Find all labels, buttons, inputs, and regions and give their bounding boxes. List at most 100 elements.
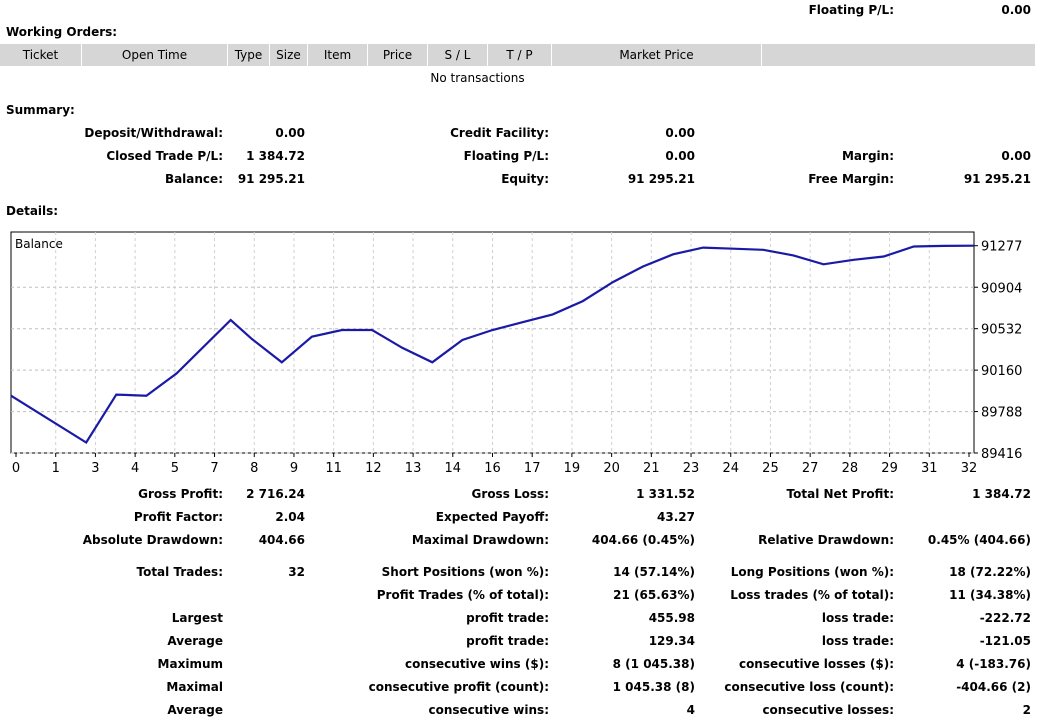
extreme-loss-value: -222.72 <box>979 611 1031 625</box>
equity-value: 91 295.21 <box>627 172 695 186</box>
col-item[interactable]: Item <box>308 44 368 66</box>
gross-loss-label: Gross Loss: <box>471 487 549 501</box>
summary-floating-label: Floating P/L: <box>463 149 549 163</box>
extreme-profit-label: consecutive wins: <box>428 703 549 717</box>
y-tick-label: 91277 <box>981 240 1022 255</box>
summary-floating-value: 0.00 <box>665 149 695 163</box>
total-trades-label: Total Trades: <box>136 565 223 579</box>
max-drawdown-label: Maximal Drawdown: <box>411 533 549 547</box>
margin-value: 0.00 <box>1001 149 1031 163</box>
top-floating-label: Floating P/L: <box>808 3 894 17</box>
col-tp[interactable]: T / P <box>488 44 552 66</box>
x-tick-label: 23 <box>683 461 700 476</box>
free-margin-value: 91 295.21 <box>963 172 1031 186</box>
extreme-profit-label: profit trade: <box>466 634 549 648</box>
total-net-label: Total Net Profit: <box>786 487 894 501</box>
working-orders-title: Working Orders: <box>6 25 118 39</box>
extreme-loss-label: loss trade: <box>821 611 894 625</box>
col-type[interactable]: Type <box>228 44 270 66</box>
extreme-loss-label: loss trade: <box>821 634 894 648</box>
summary-title: Summary: <box>6 103 75 117</box>
extreme-profit-value: 8 (1 045.38) <box>612 657 695 671</box>
x-tick-label: 5 <box>171 461 179 476</box>
long-positions-value: 18 (72.22%) <box>949 565 1031 579</box>
total-net-value: 1 384.72 <box>972 487 1031 501</box>
credit-value: 0.00 <box>665 126 695 140</box>
margin-label: Margin: <box>841 149 894 163</box>
extreme-profit-label: profit trade: <box>466 611 549 625</box>
top-floating-value: 0.00 <box>1001 3 1031 17</box>
extreme-profit-value: 455.98 <box>648 611 695 625</box>
expected-payoff-label: Expected Payoff: <box>435 510 549 524</box>
profit-trades-label: Profit Trades (% of total): <box>376 588 549 602</box>
credit-label: Credit Facility: <box>450 126 549 140</box>
extreme-loss-value: -404.66 (2) <box>956 680 1031 694</box>
col-sl[interactable]: S / L <box>428 44 488 66</box>
col-size[interactable]: Size <box>270 44 308 66</box>
extreme-row-label: Maximum <box>157 657 223 671</box>
x-tick-label: 32 <box>961 461 978 476</box>
max-drawdown-value: 404.66 (0.45%) <box>591 533 695 547</box>
extreme-profit-value: 1 045.38 (8) <box>612 680 695 694</box>
chart-title: Balance <box>15 237 63 251</box>
extreme-loss-label: consecutive losses ($): <box>738 657 894 671</box>
total-trades-value: 32 <box>288 565 305 579</box>
deposit-value: 0.00 <box>275 126 305 140</box>
extreme-loss-value: 4 (-183.76) <box>956 657 1031 671</box>
x-tick-label: 11 <box>325 461 342 476</box>
gross-profit-value: 2 716.24 <box>246 487 305 501</box>
loss-trades-label: Loss trades (% of total): <box>730 588 894 602</box>
long-positions-label: Long Positions (won %): <box>730 565 894 579</box>
x-tick-label: 4 <box>131 461 139 476</box>
x-tick-label: 14 <box>445 461 462 476</box>
extreme-loss-label: consecutive loss (count): <box>724 680 894 694</box>
y-tick-label: 90904 <box>981 281 1022 296</box>
x-tick-label: 7 <box>210 461 218 476</box>
no-transactions: No transactions <box>430 71 525 85</box>
x-axis: 0 1 3 4 5 7 8 9 11 12 13 14 16 17 19 20 21 23 24 25 27 28 29 31… <box>12 453 977 476</box>
profit-factor-label: Profit Factor: <box>133 510 223 524</box>
x-tick-label: 3 <box>91 461 99 476</box>
extreme-profit-value: 129.34 <box>648 634 695 648</box>
x-tick-label: 16 <box>484 461 501 476</box>
y-tick-label: 89416 <box>981 447 1022 462</box>
equity-label: Equity: <box>501 172 549 186</box>
closed-pl-value: 1 384.72 <box>246 149 305 163</box>
x-tick-label: 12 <box>365 461 382 476</box>
extreme-row-label: Maximal <box>166 680 223 694</box>
x-tick-label: 17 <box>524 461 541 476</box>
short-positions-label: Short Positions (won %): <box>381 565 549 579</box>
loss-trades-value: 11 (34.38%) <box>949 588 1031 602</box>
deposit-label: Deposit/Withdrawal: <box>84 126 223 140</box>
col-market-price[interactable]: Market Price <box>552 44 762 66</box>
extreme-row-label: Average <box>167 634 223 648</box>
short-positions-value: 14 (57.14%) <box>613 565 695 579</box>
x-tick-label: 20 <box>603 461 620 476</box>
x-tick-label: 9 <box>290 461 298 476</box>
col-ticket[interactable]: Ticket <box>0 44 82 66</box>
extreme-profit-label: consecutive wins ($): <box>404 657 549 671</box>
col-empty[interactable] <box>762 44 1036 66</box>
extreme-profit-value: 4 <box>686 703 695 717</box>
details-title: Details: <box>6 204 59 218</box>
col-price[interactable]: Price <box>368 44 428 66</box>
abs-drawdown-label: Absolute Drawdown: <box>82 533 223 547</box>
balance-label: Balance: <box>164 172 223 186</box>
x-tick-label: 24 <box>722 461 739 476</box>
y-tick-label: 89788 <box>981 406 1022 421</box>
rel-drawdown-label: Relative Drawdown: <box>758 533 894 547</box>
rel-drawdown-value: 0.45% (404.66) <box>927 533 1031 547</box>
extreme-loss-value: 2 <box>1022 703 1031 717</box>
x-tick-label: 29 <box>881 461 898 476</box>
x-tick-label: 1 <box>52 461 60 476</box>
extreme-row-label: Average <box>167 703 223 717</box>
y-axis: 91277 90904 90532 90160 89788 89416 <box>974 240 1022 462</box>
profit-trades-value: 21 (65.63%) <box>613 588 695 602</box>
balance-series-line <box>10 244 975 445</box>
x-tick-label: 8 <box>250 461 258 476</box>
extreme-profit-label: consecutive profit (count): <box>368 680 549 694</box>
closed-pl-label: Closed Trade P/L: <box>106 149 223 163</box>
col-open-time[interactable]: Open Time <box>82 44 228 66</box>
extreme-row-label: Largest <box>171 611 223 625</box>
